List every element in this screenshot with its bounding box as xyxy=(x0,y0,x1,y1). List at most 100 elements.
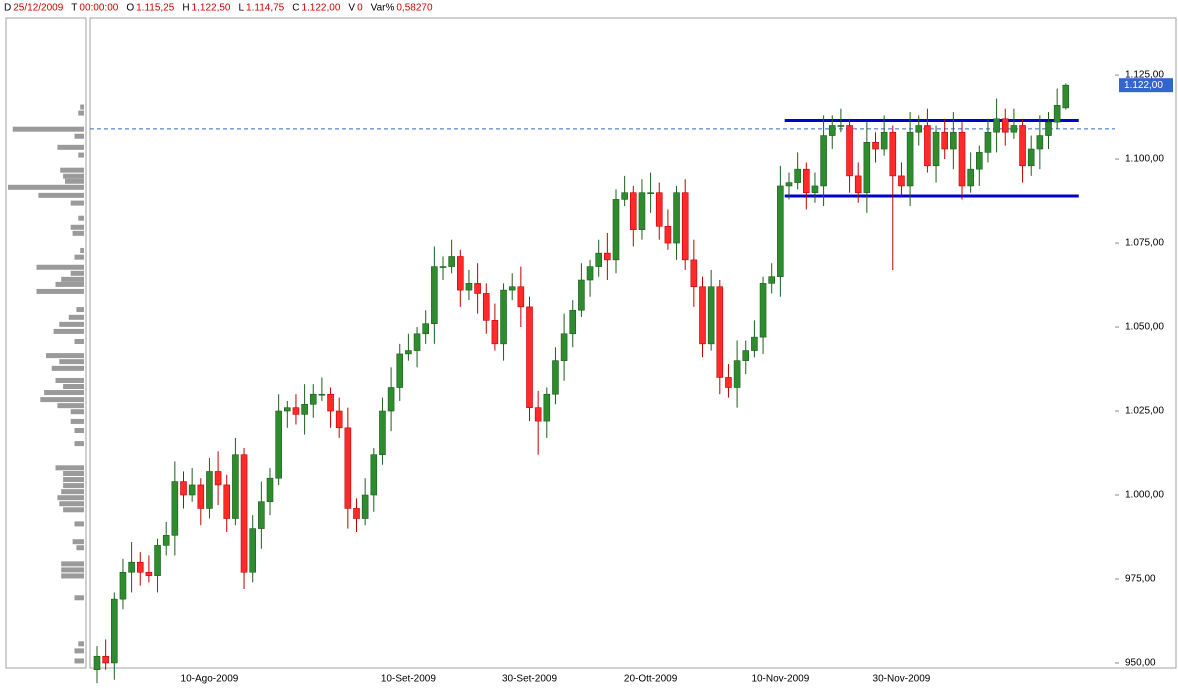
y-tick-label: 1.100,00 xyxy=(1125,154,1164,165)
profile-bar xyxy=(44,390,84,396)
candle-body xyxy=(880,131,888,150)
profile-bar xyxy=(80,104,84,110)
x-tick-label: 10-Ago-2009 xyxy=(181,674,239,685)
candle-body xyxy=(154,545,161,576)
candle-body xyxy=(327,393,334,412)
profile-bar xyxy=(80,247,84,253)
profile-bar xyxy=(61,561,84,567)
candle-body xyxy=(318,393,326,396)
candle-body xyxy=(223,484,231,519)
profile-bar xyxy=(74,658,84,664)
candle-body xyxy=(846,125,853,177)
profile-bar xyxy=(46,353,84,359)
candle-body xyxy=(690,259,698,288)
candle-body xyxy=(863,141,871,193)
candle-body xyxy=(716,286,724,378)
candle-body xyxy=(681,192,689,261)
candle-body xyxy=(171,481,179,536)
profile-bar xyxy=(76,307,84,313)
profile-bar xyxy=(51,365,84,371)
candle-body xyxy=(984,131,992,153)
profile-bar xyxy=(59,321,84,327)
candle-body xyxy=(526,306,533,408)
candle-body xyxy=(474,283,481,294)
candle-body xyxy=(387,387,395,412)
y-tick-label: 975,00 xyxy=(1125,574,1156,585)
candle-body xyxy=(301,404,308,415)
header-label: C xyxy=(292,3,299,14)
candle-body xyxy=(439,266,447,268)
candle-body xyxy=(431,266,438,324)
candle-body xyxy=(950,131,957,150)
candle-body xyxy=(249,528,256,573)
candle-body xyxy=(906,131,914,187)
candle-body xyxy=(924,125,931,167)
candle-body xyxy=(266,477,274,503)
profile-bar xyxy=(57,144,84,150)
y-tick-label: 1.075,00 xyxy=(1125,238,1164,249)
candle-body xyxy=(975,152,983,170)
profile-bar xyxy=(70,224,84,230)
candle-body xyxy=(621,192,628,200)
last-price-box xyxy=(1119,78,1173,93)
candle-body xyxy=(586,266,594,281)
profile-bar xyxy=(74,254,84,260)
candle-body xyxy=(673,192,680,244)
candle-body xyxy=(932,131,940,167)
candle-body xyxy=(802,168,810,193)
header-value: 1.122,50 xyxy=(192,3,231,14)
candle-body xyxy=(854,175,862,193)
candle-body xyxy=(309,393,317,405)
candle-body xyxy=(768,276,776,284)
profile-bar xyxy=(38,192,84,198)
candle-body xyxy=(915,125,923,133)
profile-bar xyxy=(63,477,84,483)
header: D 25/12/2009 T 00:00:00 O 1.115,25 H 1.122,50 L 1… xyxy=(4,3,433,14)
candle-body xyxy=(128,561,135,573)
candle-body xyxy=(162,535,170,546)
candle-body xyxy=(335,410,343,429)
profile-panel xyxy=(5,17,87,669)
candle-body xyxy=(180,481,187,496)
header-label: O xyxy=(126,3,134,14)
candle-body xyxy=(560,333,568,361)
y-tick-label: 1.125,00 xyxy=(1125,70,1164,81)
profile-bar xyxy=(70,418,84,424)
profile-bar xyxy=(63,471,84,477)
header-label: T xyxy=(71,3,77,14)
candle-body xyxy=(214,471,222,486)
candle-body xyxy=(413,333,421,351)
profile-bar xyxy=(72,230,84,236)
candle-body xyxy=(1001,118,1009,133)
profile-bar xyxy=(61,276,84,282)
header-value: 0,58270 xyxy=(396,3,433,14)
header-label: L xyxy=(238,3,244,14)
header-value: 0 xyxy=(357,3,363,14)
candle-body xyxy=(93,655,101,670)
y-tick-label: 1.050,00 xyxy=(1125,322,1164,333)
candle-body xyxy=(699,286,706,345)
header-value: 25/12/2009 xyxy=(13,3,63,14)
candle-body xyxy=(145,571,153,576)
candle-body xyxy=(465,283,473,291)
candle-body xyxy=(188,484,196,496)
candle-body xyxy=(379,410,386,455)
profile-bar xyxy=(74,441,84,447)
candle-body xyxy=(1010,125,1018,133)
profile-bar xyxy=(65,178,84,184)
profile-bar xyxy=(36,264,84,270)
candle-body xyxy=(283,407,291,412)
candle-body xyxy=(785,182,793,187)
profile-bar xyxy=(74,521,84,527)
profile-bar xyxy=(61,573,84,579)
candle-body xyxy=(604,252,611,261)
candle-body xyxy=(396,353,404,388)
header-value: 1.114,75 xyxy=(246,3,285,14)
profile-bar xyxy=(63,173,84,179)
candle-body xyxy=(361,494,369,519)
profile-bar xyxy=(68,314,84,320)
profile-bar xyxy=(36,288,84,294)
candle-body xyxy=(759,283,767,338)
candle-body xyxy=(405,350,412,355)
